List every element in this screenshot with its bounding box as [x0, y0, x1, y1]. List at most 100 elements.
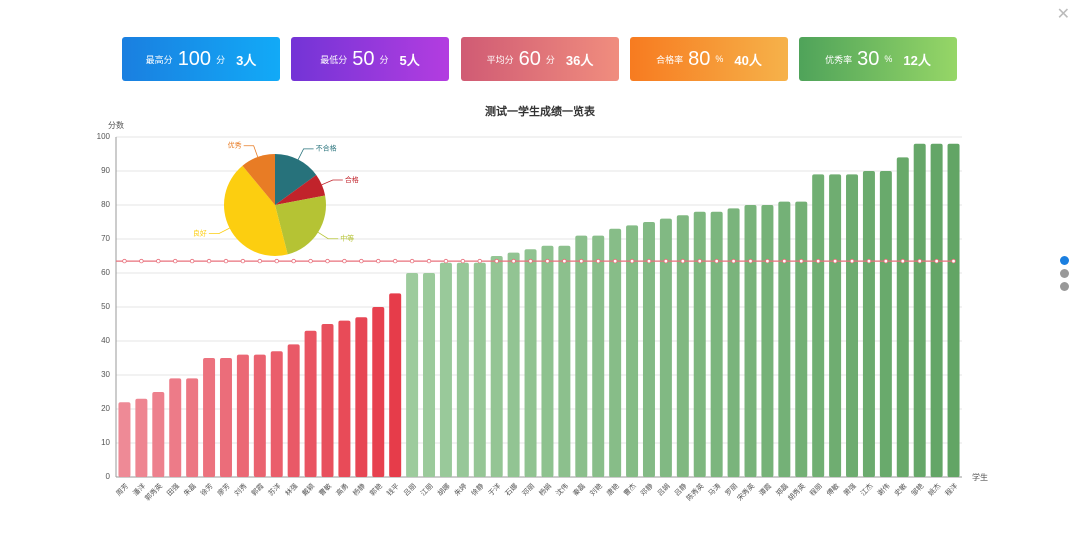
- card-value: 80: [688, 47, 711, 70]
- page-dot[interactable]: [1060, 282, 1069, 291]
- pie-label: 良好: [193, 228, 207, 237]
- pie-slice: [275, 154, 317, 205]
- bar: [389, 293, 402, 477]
- y-tick-label: 0: [106, 472, 111, 481]
- y-tick-label: 100: [97, 132, 111, 141]
- bar: [423, 273, 436, 477]
- x-tick-label: 林强: [283, 481, 299, 497]
- x-tick-label: 史敏: [892, 481, 908, 497]
- x-tick-label: 谢伟: [875, 481, 891, 497]
- x-tick-label: 杨静: [351, 481, 367, 497]
- bar: [930, 143, 943, 478]
- bar: [541, 245, 554, 477]
- x-axis-label: 学生: [972, 472, 988, 482]
- x-tick-label: 傅敏: [825, 481, 841, 497]
- bar: [355, 317, 368, 477]
- x-tick-label: 谭霞: [757, 481, 773, 497]
- x-tick-label: 钱平: [385, 481, 401, 497]
- average-marker: [325, 258, 330, 264]
- x-tick-label: 邹艳: [909, 481, 925, 497]
- bar: [490, 256, 503, 477]
- x-tick-label: 萧强: [841, 481, 857, 497]
- x-tick-label: 徐静: [469, 481, 485, 497]
- bar: [609, 228, 622, 477]
- bar: [862, 171, 875, 477]
- y-tick-label: 50: [101, 302, 110, 311]
- bar: [575, 235, 588, 477]
- average-marker: [342, 258, 347, 264]
- bar: [118, 402, 131, 477]
- average-marker: [545, 258, 550, 264]
- pie-leader: [243, 145, 259, 158]
- bar: [710, 211, 723, 478]
- x-tick-label: 吕娟: [655, 481, 671, 497]
- x-tick-label: 郭秀英: [143, 481, 164, 502]
- x-tick-label: 潘洋: [131, 481, 147, 497]
- x-tick-label: 杨娟: [537, 481, 553, 497]
- average-marker: [173, 258, 178, 264]
- x-tick-label: 苏洋: [266, 481, 282, 497]
- x-tick-label: 朱婷: [452, 481, 468, 497]
- bar: [372, 307, 385, 477]
- average-marker: [663, 258, 669, 264]
- average-marker: [765, 258, 770, 264]
- x-tick-label: 吕丽: [402, 482, 418, 498]
- close-button[interactable]: ✕: [1056, 6, 1070, 23]
- average-marker: [122, 258, 127, 264]
- bar: [406, 273, 419, 477]
- y-tick-label: 70: [101, 234, 110, 243]
- chart-title: 测试一学生成绩一览表: [485, 104, 596, 118]
- card-unit: 分: [216, 54, 226, 65]
- card-value: 100: [177, 47, 212, 70]
- bar: [879, 171, 892, 477]
- x-tick-label: 石娜: [503, 481, 519, 497]
- card-value: 30: [857, 47, 880, 70]
- pie-leader: [321, 179, 343, 186]
- x-tick-label: 程丽: [808, 481, 824, 497]
- page-dot[interactable]: [1060, 256, 1069, 265]
- average-marker: [596, 258, 601, 264]
- y-tick-label: 60: [101, 268, 110, 277]
- bar: [253, 354, 266, 477]
- page-dot[interactable]: [1060, 269, 1069, 278]
- bar: [693, 211, 706, 478]
- pie-label: 不合格: [316, 144, 337, 153]
- x-tick-label: 郑磊: [775, 482, 791, 498]
- x-tick-label: 江杰: [858, 481, 874, 497]
- average-marker: [680, 258, 686, 264]
- x-tick-label: 郭霞: [249, 481, 265, 497]
- x-tick-label: 宋秀英: [735, 481, 756, 502]
- card-label: 平均分: [486, 54, 514, 65]
- bar: [439, 262, 452, 477]
- bar: [270, 351, 283, 477]
- average-marker: [291, 258, 296, 264]
- bar: [676, 215, 689, 477]
- bar: [304, 330, 317, 477]
- x-tick-label: 马涛: [706, 481, 722, 497]
- pie-slice: [275, 175, 326, 205]
- average-marker: [392, 258, 398, 264]
- average-marker: [223, 258, 229, 264]
- average-marker: [206, 258, 212, 264]
- x-tick-label: 程洋: [943, 481, 959, 497]
- bar: [524, 249, 537, 477]
- x-tick-label: 吕静: [672, 481, 688, 497]
- average-marker: [156, 258, 161, 264]
- bar: [778, 201, 791, 477]
- x-tick-label: 刘艳: [588, 481, 604, 497]
- bar: [135, 398, 148, 477]
- x-tick-label: 徐芳: [199, 481, 215, 497]
- bar: [287, 344, 300, 477]
- x-tick-label: 周芳: [114, 481, 130, 497]
- average-marker: [494, 258, 499, 264]
- average-marker: [815, 258, 821, 264]
- x-tick-label: 刘秀: [232, 481, 248, 497]
- stat-card: 最低分 50 分 5人: [291, 37, 449, 81]
- x-tick-label: 胡娜: [435, 481, 451, 497]
- pie-leader: [317, 231, 339, 240]
- average-marker: [528, 258, 533, 264]
- bar: [761, 205, 774, 477]
- pie-slice: [224, 165, 288, 256]
- bar: [846, 174, 859, 477]
- card-count: 5人: [399, 52, 420, 68]
